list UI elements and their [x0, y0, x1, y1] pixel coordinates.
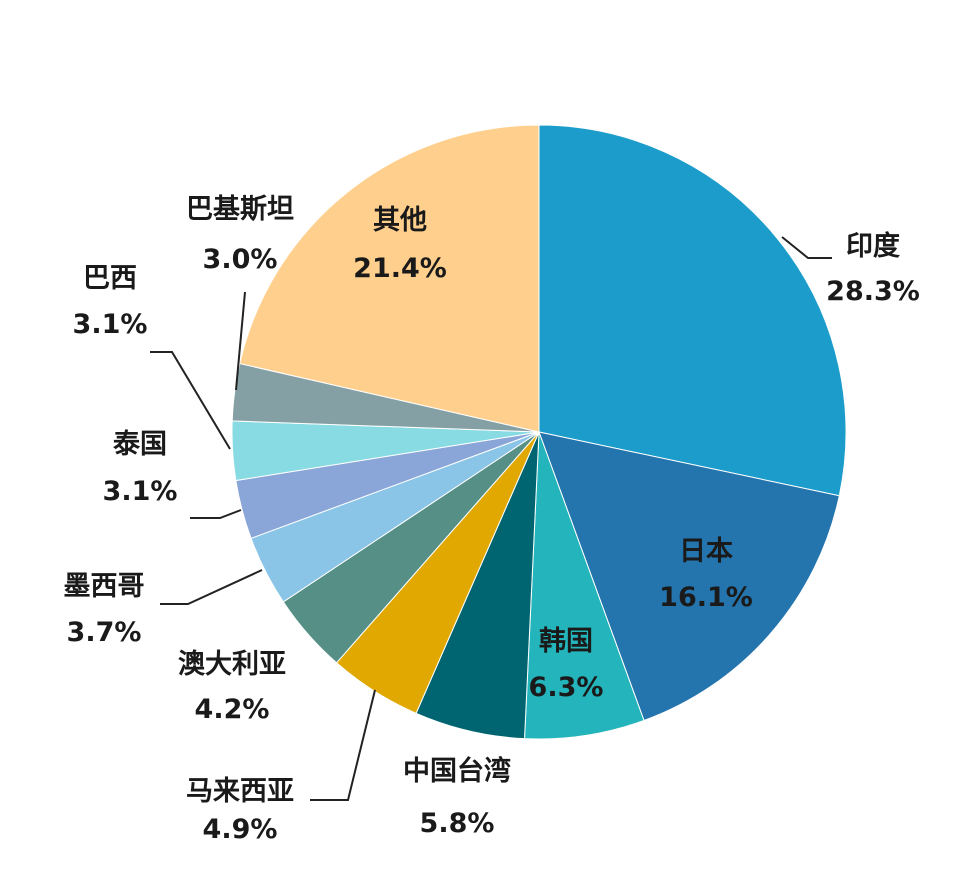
- pie-slice: [538, 124, 847, 497]
- pie-slices: [231, 124, 847, 740]
- slice-value-label: 16.1%: [659, 582, 753, 613]
- slice-labels: 印度 28.3% 日本 16.1% 韩国 6.3% 中国台湾 5.8% 马来西亚 4.9% 澳大利亚…: [64, 194, 920, 845]
- leader-line: [150, 351, 231, 450]
- pie-slice: [239, 124, 540, 433]
- slice-name-label: 印度: [846, 230, 900, 262]
- slice-value-label: 4.2%: [195, 694, 270, 725]
- slice-name-label: 韩国: [539, 626, 593, 657]
- slice-name-label: 巴西: [83, 263, 137, 294]
- slice-name-label: 其他: [373, 205, 427, 236]
- leader-line: [781, 236, 832, 259]
- slice-value-label: 3.7%: [67, 617, 142, 648]
- slice-name-label: 日本: [679, 536, 733, 567]
- slice-name-label: 澳大利亚: [178, 649, 286, 680]
- leader-lines: [150, 236, 832, 801]
- slice-value-label: 3.1%: [73, 309, 148, 340]
- slice-name-label: 巴基斯坦: [186, 194, 294, 225]
- leader-line: [160, 569, 263, 605]
- slice-value-label: 4.9%: [203, 814, 278, 845]
- slice-value-label: 3.1%: [103, 476, 178, 507]
- leader-line: [310, 689, 376, 801]
- slice-name-label: 中国台湾: [403, 755, 511, 787]
- leader-line: [190, 509, 242, 519]
- slice-name-label: 泰国: [113, 429, 167, 460]
- slice-value-label: 5.8%: [420, 808, 495, 839]
- slice-value-label: 6.3%: [529, 672, 604, 703]
- leader-line: [235, 291, 246, 391]
- pie-slice: [523, 431, 645, 740]
- slice-name-label: 马来西亚: [186, 776, 294, 807]
- slice-value-label: 3.0%: [203, 244, 278, 275]
- slice-value-label: 28.3%: [826, 276, 920, 307]
- slice-value-label: 21.4%: [353, 253, 447, 284]
- slice-name-label: 墨西哥: [64, 571, 145, 602]
- pie-slice: [538, 431, 840, 722]
